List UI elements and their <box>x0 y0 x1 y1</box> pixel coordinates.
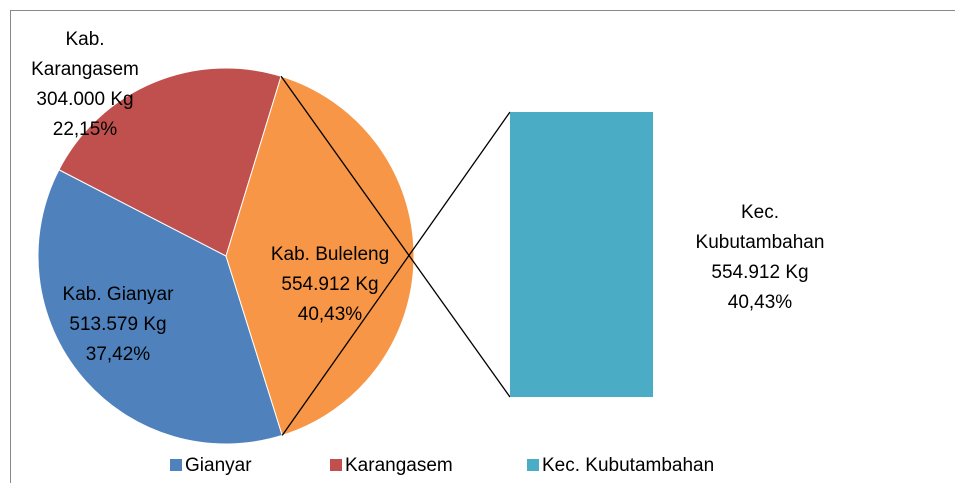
data-label-line: 304.000 Kg <box>36 89 134 110</box>
bar <box>510 112 653 397</box>
data-label-line: 37,42% <box>85 344 151 365</box>
data-label: Kec. Kubutambahan 554.912 Kg 40,43% <box>685 198 835 318</box>
pie-slice <box>225 75 415 437</box>
data-label-line: Kec. Kubutambahan <box>695 202 825 253</box>
legend-swatch <box>527 459 539 471</box>
data-label: Kab. Gianyar 513.579 Kg 37,42% <box>48 280 188 370</box>
data-label-line: 22,15% <box>52 119 118 140</box>
connector-line <box>280 75 511 398</box>
legend-label: Kec. Kubutambahan <box>542 455 714 476</box>
pie-slice <box>37 169 283 445</box>
data-label-line: 513.579 Kg <box>69 314 167 335</box>
legend-swatch <box>330 459 342 471</box>
data-label: Kab. Karangasem 304.000 Kg 22,15% <box>25 25 145 145</box>
legend-label: Gianyar <box>185 455 252 476</box>
data-label-line: Kab. Karangasem <box>31 29 139 80</box>
data-label-line: Kab. Buleleng <box>270 244 390 265</box>
legend-label: Karangasem <box>345 455 453 476</box>
chart-frame <box>10 10 955 483</box>
legend-swatch <box>170 459 182 471</box>
data-label-line: 554.912 Kg <box>281 274 379 295</box>
data-label-line: Kab. Gianyar <box>62 284 174 305</box>
data-label: Kab. Buleleng 554.912 Kg 40,43% <box>250 240 410 330</box>
pie-slice <box>58 67 282 257</box>
data-label-line: 40,43% <box>297 304 363 325</box>
connector-line <box>281 111 511 436</box>
data-label-line: 40,43% <box>727 292 793 313</box>
data-label-line: 554.912 Kg <box>711 262 809 283</box>
